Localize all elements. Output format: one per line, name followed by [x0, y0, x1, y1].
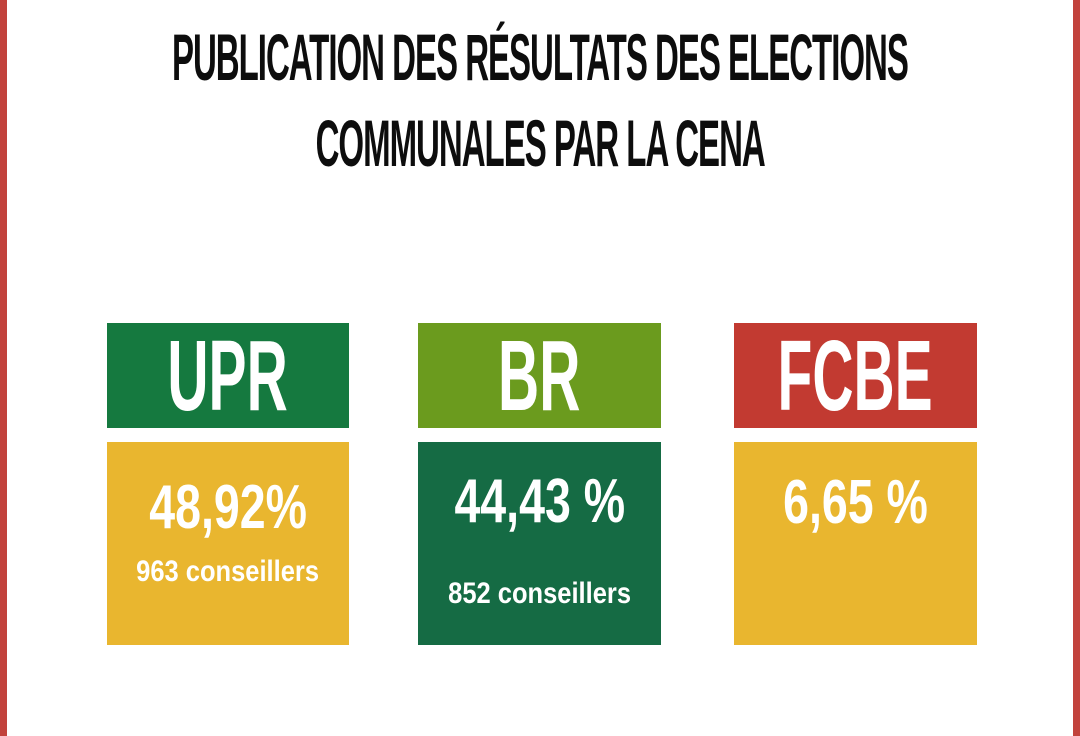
party-name-upr: UPR — [167, 319, 289, 432]
party-percent-row-upr: 48,92% — [107, 473, 349, 542]
page-title-line-1: PUBLICATION DES RÉSULTATS DES ELECTIONS — [0, 14, 1080, 100]
left-red-edge-bar — [0, 0, 7, 736]
party-card-upr-header: UPR — [107, 323, 349, 428]
party-card-fcbe: FCBE 6,65 % — [734, 323, 977, 645]
party-seats-row-br: 852 conseillers — [418, 576, 661, 612]
party-seats-row-upr: 963 conseillers — [107, 554, 349, 590]
party-percent-row-fcbe: 6,65 % — [734, 468, 977, 537]
page-title: PUBLICATION DES RÉSULTATS DES ELECTIONS … — [0, 14, 1080, 186]
page-title-line-2: COMMUNALES PAR LA CENA — [0, 100, 1080, 186]
party-card-fcbe-header: FCBE — [734, 323, 977, 428]
party-card-br: BR 44,43 % 852 conseillers — [418, 323, 661, 645]
party-name-br: BR — [498, 319, 581, 432]
page-title-line-2-text: COMMUNALES PAR LA CENA — [315, 106, 765, 180]
party-card-br-header: BR — [418, 323, 661, 428]
party-seats-upr: 963 conseillers — [136, 555, 320, 588]
party-card-upr-body: 48,92% 963 conseillers — [107, 442, 349, 645]
party-percent-br: 44,43 % — [454, 466, 625, 536]
party-percent-upr: 48,92% — [149, 472, 307, 542]
party-card-upr: UPR 48,92% 963 conseillers — [107, 323, 349, 645]
party-card-fcbe-body: 6,65 % — [734, 442, 977, 645]
party-seats-br: 852 conseillers — [448, 577, 631, 610]
right-red-edge-bar — [1073, 0, 1080, 736]
party-card-br-body: 44,43 % 852 conseillers — [418, 442, 661, 645]
party-percent-fcbe: 6,65 % — [783, 467, 928, 537]
party-percent-row-br: 44,43 % — [418, 467, 661, 536]
page-title-line-1-text: PUBLICATION DES RÉSULTATS DES ELECTIONS — [172, 20, 909, 94]
party-name-fcbe: FCBE — [777, 319, 934, 432]
